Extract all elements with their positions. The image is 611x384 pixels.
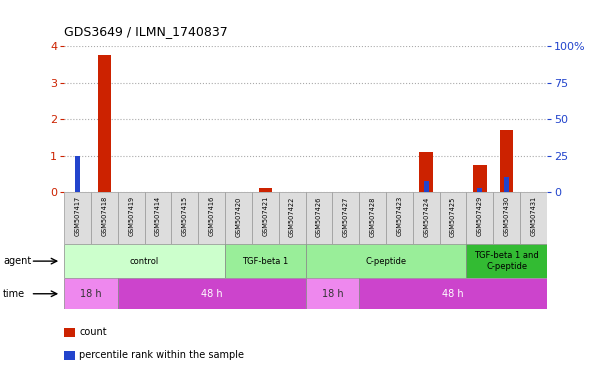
- Bar: [413, 192, 439, 244]
- Bar: [359, 278, 547, 309]
- Text: GSM507428: GSM507428: [370, 196, 376, 237]
- Bar: [306, 244, 466, 278]
- Bar: [258, 189, 272, 192]
- Bar: [75, 156, 80, 192]
- Text: GSM507421: GSM507421: [262, 196, 268, 237]
- Bar: [198, 192, 225, 244]
- Text: GSM507417: GSM507417: [75, 196, 81, 237]
- Bar: [504, 177, 509, 192]
- Bar: [306, 278, 359, 309]
- Bar: [279, 192, 306, 244]
- Text: GSM507416: GSM507416: [208, 196, 214, 237]
- Text: GSM507418: GSM507418: [101, 196, 108, 237]
- Text: count: count: [79, 327, 107, 337]
- Text: 48 h: 48 h: [201, 289, 222, 299]
- Text: GSM507425: GSM507425: [450, 196, 456, 237]
- Bar: [252, 192, 279, 244]
- Text: TGF-beta 1 and
C-peptide: TGF-beta 1 and C-peptide: [474, 252, 539, 271]
- Text: GSM507431: GSM507431: [530, 196, 536, 236]
- Bar: [172, 192, 198, 244]
- Text: 18 h: 18 h: [321, 289, 343, 299]
- Bar: [477, 189, 482, 192]
- Text: GSM507424: GSM507424: [423, 196, 429, 237]
- Bar: [64, 244, 225, 278]
- Bar: [439, 192, 466, 244]
- Text: GSM507415: GSM507415: [182, 196, 188, 237]
- Bar: [64, 278, 118, 309]
- Bar: [118, 278, 306, 309]
- Text: GSM507419: GSM507419: [128, 196, 134, 236]
- Text: GDS3649 / ILMN_1740837: GDS3649 / ILMN_1740837: [64, 25, 228, 38]
- Text: GSM507422: GSM507422: [289, 196, 295, 237]
- Text: control: control: [130, 257, 159, 266]
- Text: agent: agent: [3, 256, 31, 266]
- Bar: [500, 130, 513, 192]
- Bar: [466, 192, 493, 244]
- Bar: [118, 192, 145, 244]
- Bar: [145, 192, 172, 244]
- Bar: [520, 192, 547, 244]
- Bar: [493, 192, 520, 244]
- Bar: [424, 181, 428, 192]
- Bar: [306, 192, 332, 244]
- Text: TGF-beta 1: TGF-beta 1: [242, 257, 288, 266]
- Text: percentile rank within the sample: percentile rank within the sample: [79, 350, 244, 360]
- Bar: [332, 192, 359, 244]
- Text: C-peptide: C-peptide: [365, 257, 406, 266]
- Text: GSM507427: GSM507427: [343, 196, 349, 237]
- Text: GSM507414: GSM507414: [155, 196, 161, 237]
- Text: GSM507429: GSM507429: [477, 196, 483, 237]
- Text: GSM507430: GSM507430: [503, 196, 510, 237]
- Bar: [386, 192, 413, 244]
- Bar: [225, 244, 306, 278]
- Bar: [473, 165, 486, 192]
- Text: GSM507420: GSM507420: [235, 196, 241, 237]
- Bar: [420, 152, 433, 192]
- Bar: [225, 192, 252, 244]
- Text: 48 h: 48 h: [442, 289, 464, 299]
- Bar: [98, 55, 111, 192]
- Text: time: time: [3, 289, 25, 299]
- Bar: [466, 244, 547, 278]
- Bar: [359, 192, 386, 244]
- Text: GSM507423: GSM507423: [397, 196, 403, 237]
- Bar: [91, 192, 118, 244]
- Bar: [64, 192, 91, 244]
- Text: 18 h: 18 h: [80, 289, 102, 299]
- Text: GSM507426: GSM507426: [316, 196, 322, 237]
